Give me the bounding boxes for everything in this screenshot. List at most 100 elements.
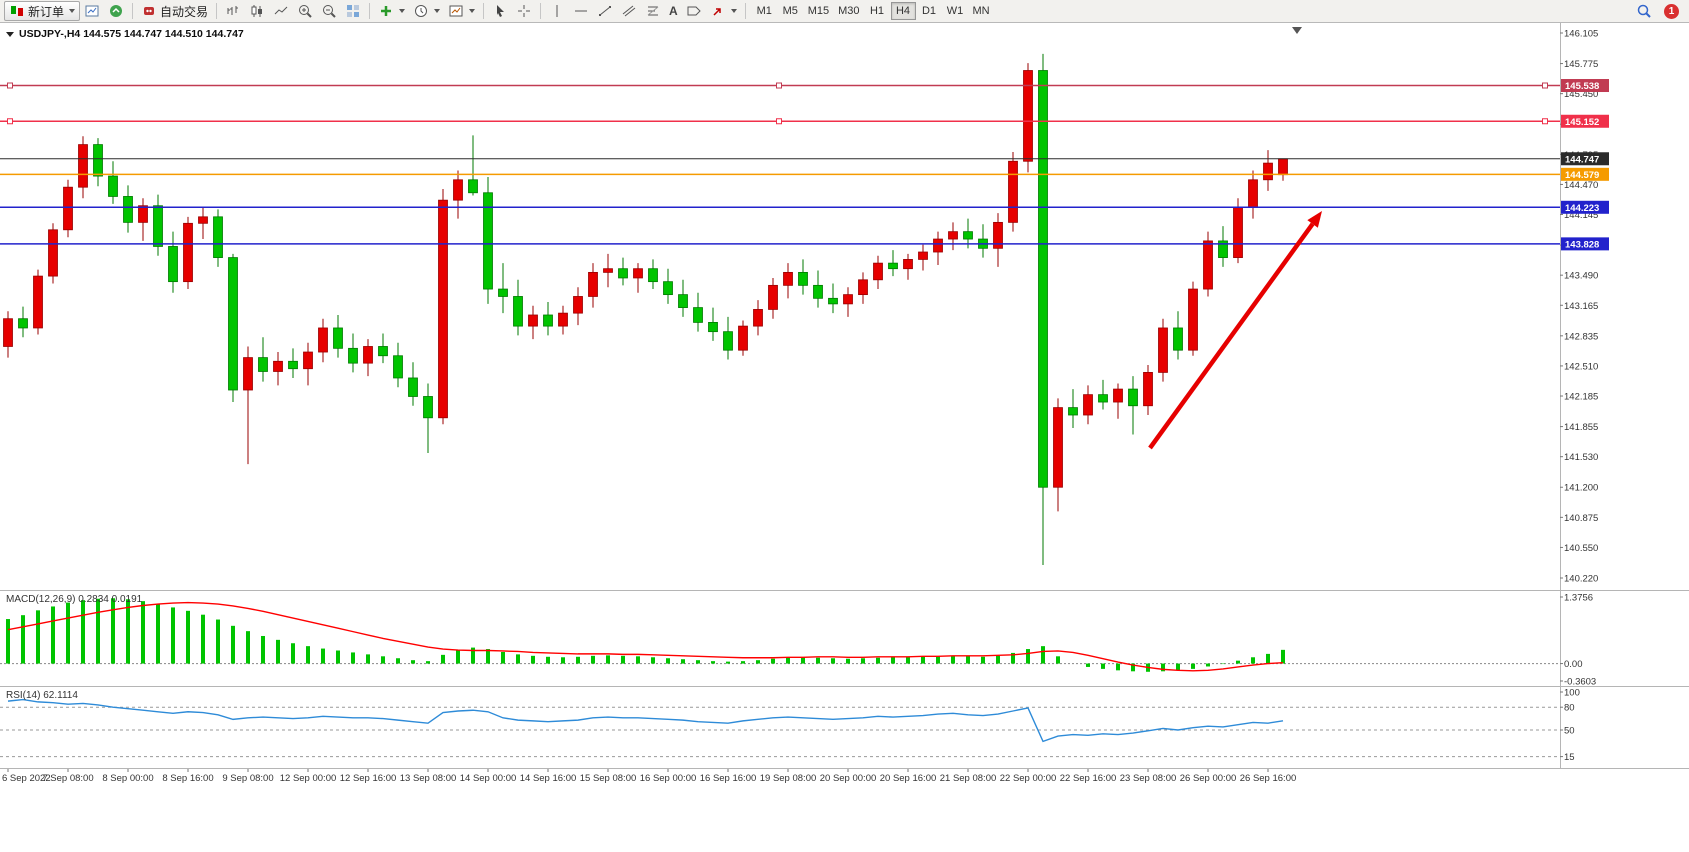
chevron-down-icon xyxy=(469,9,476,13)
rsi-axis-tick-label: 15 xyxy=(1564,752,1575,763)
timeframe-button-m30[interactable]: M30 xyxy=(834,2,863,20)
price-axis-tick-label: 144.470 xyxy=(1564,180,1598,191)
candle xyxy=(33,269,43,335)
candle xyxy=(1248,170,1258,219)
candle-body xyxy=(303,351,313,370)
timeframe-button-w1[interactable]: W1 xyxy=(943,2,968,20)
notification-badge[interactable]: 1 xyxy=(1664,3,1679,19)
candle-body xyxy=(408,377,418,397)
channel-tool-button[interactable] xyxy=(617,1,641,21)
candle-body xyxy=(243,357,253,391)
crosshair-tool-button[interactable] xyxy=(512,1,536,21)
candle-body xyxy=(483,192,493,290)
candlestick-icon xyxy=(249,3,265,19)
candle-body xyxy=(1248,179,1258,208)
candle-body xyxy=(168,246,178,283)
collapse-triangle-icon[interactable] xyxy=(6,31,14,37)
text-tool-button[interactable]: A xyxy=(665,1,682,21)
chevron-down-icon xyxy=(69,9,76,13)
candle xyxy=(423,383,433,453)
clock-icon xyxy=(413,3,429,19)
fibonacci-tool-button[interactable] xyxy=(641,1,665,21)
zoom-in-button[interactable] xyxy=(293,1,317,21)
timeframe-button-h1[interactable]: H1 xyxy=(865,2,890,20)
horizontal-line-icon xyxy=(573,3,589,19)
candlestick-mode-button[interactable] xyxy=(245,1,269,21)
line-chart-mode-button[interactable] xyxy=(269,1,293,21)
chart-shift-marker[interactable] xyxy=(1292,27,1302,34)
time-axis-label: 14 Sep 00:00 xyxy=(460,773,517,784)
candle-body xyxy=(963,231,973,240)
tile-windows-button[interactable] xyxy=(341,1,365,21)
bar-chart-icon xyxy=(225,3,241,19)
candle-body xyxy=(813,284,823,299)
candle-body xyxy=(858,279,868,296)
candle xyxy=(1218,226,1228,267)
candle xyxy=(648,259,658,290)
macd-axis-tick-label: 1.3756 xyxy=(1564,593,1593,604)
candle-body xyxy=(1023,70,1033,162)
candle-body xyxy=(393,355,403,379)
time-axis-label: 26 Sep 16:00 xyxy=(1240,773,1297,784)
indicators-button[interactable] xyxy=(374,1,409,21)
candle xyxy=(588,263,598,308)
candle xyxy=(783,263,793,299)
timeframe-button-m15[interactable]: M15 xyxy=(804,2,833,20)
candle-body xyxy=(723,331,733,351)
trendline-tool-button[interactable] xyxy=(593,1,617,21)
level-handle[interactable] xyxy=(7,82,13,89)
timeframe-button-h4[interactable]: H4 xyxy=(890,2,916,20)
market-watch-button[interactable] xyxy=(104,1,128,21)
arrows-tool-button[interactable] xyxy=(706,1,741,21)
templates-button[interactable] xyxy=(444,1,479,21)
periods-button[interactable] xyxy=(409,1,444,21)
charts-window-button[interactable] xyxy=(80,1,104,21)
vertical-line-tool-button[interactable] xyxy=(545,1,569,21)
horizontal-line-tool-button[interactable] xyxy=(569,1,593,21)
timeframe-button-mn[interactable]: MN xyxy=(969,2,994,20)
candle-body xyxy=(1083,394,1093,416)
timeframe-button-m1[interactable]: M1 xyxy=(752,2,777,20)
search-button[interactable] xyxy=(1632,1,1656,21)
price-level-badge-label: 144.579 xyxy=(1565,170,1599,181)
candle xyxy=(243,346,253,465)
candle-body xyxy=(783,271,793,286)
level-handle[interactable] xyxy=(776,118,782,125)
candle-body xyxy=(498,288,508,297)
candle xyxy=(108,161,118,204)
candle-body xyxy=(948,231,958,240)
candle-body xyxy=(528,314,538,327)
price-chart-svg[interactable]: 146.105145.775145.450145.120144.795144.4… xyxy=(0,23,1689,852)
cursor-tool-button[interactable] xyxy=(488,1,512,21)
candle-body xyxy=(198,216,208,224)
rsi-indicator-label: RSI(14) 62.1114 xyxy=(6,690,78,701)
candle-body xyxy=(633,268,643,279)
bar-chart-mode-button[interactable] xyxy=(221,1,245,21)
candle xyxy=(138,198,148,241)
line-chart-icon xyxy=(273,3,289,19)
candle xyxy=(438,189,448,425)
level-handle[interactable] xyxy=(776,82,782,89)
zoom-out-button[interactable] xyxy=(317,1,341,21)
toolbar-separator xyxy=(369,3,371,19)
candle xyxy=(828,283,838,314)
auto-trading-button[interactable]: 自动交易 xyxy=(137,1,212,21)
candle xyxy=(1068,389,1078,428)
level-handle[interactable] xyxy=(1542,118,1548,125)
trend-arrow[interactable] xyxy=(1148,222,1315,450)
candle-body xyxy=(873,262,883,281)
candle xyxy=(513,279,523,336)
candle xyxy=(303,342,313,386)
timeframe-button-m5[interactable]: M5 xyxy=(778,2,803,20)
fibonacci-icon xyxy=(645,3,661,19)
text-label-tool-button[interactable] xyxy=(682,1,706,21)
candle xyxy=(333,314,343,358)
new-order-button[interactable]: 新订单 xyxy=(4,1,81,21)
timeframe-button-d1[interactable]: D1 xyxy=(917,2,942,20)
trend-arrow-head[interactable] xyxy=(1307,211,1322,228)
level-handle[interactable] xyxy=(7,118,13,125)
level-handle[interactable] xyxy=(1542,82,1548,89)
candle-body xyxy=(1053,407,1063,488)
candle xyxy=(468,135,478,196)
candle xyxy=(498,263,508,314)
